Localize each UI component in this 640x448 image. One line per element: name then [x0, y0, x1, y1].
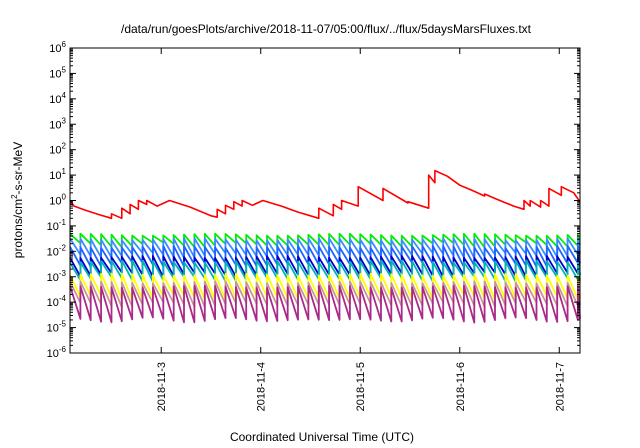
x-tick-label: 2018-11-3	[156, 362, 168, 411]
x-tick-label: 2018-11-5	[355, 362, 367, 411]
series-line	[69, 285, 581, 324]
y-tick-exponent: -5	[59, 320, 67, 329]
plot-area	[69, 47, 581, 354]
y-tick-exponent: 0	[62, 193, 67, 202]
y-tick-base: 10	[49, 170, 61, 182]
y-tick-label: 104	[49, 91, 66, 106]
y-tick-label: 103	[49, 116, 66, 131]
y-tick-label: 106	[49, 40, 66, 55]
x-axis-label: Coordinated Universal Time (UTC)	[230, 430, 414, 444]
x-tick-label: 2018-11-4	[256, 362, 268, 411]
y-tick-base: 10	[47, 272, 59, 284]
y-axis-label-prefix: protons/cm	[11, 199, 25, 258]
y-tick-exponent: -3	[59, 269, 67, 278]
y-tick-exponent: -4	[59, 294, 67, 303]
y-tick-base: 10	[47, 221, 59, 233]
y-tick-label: 105	[49, 65, 66, 80]
y-tick-base: 10	[47, 246, 59, 258]
y-tick-exponent: 1	[62, 167, 67, 176]
y-axis-label-sup: 2	[10, 194, 19, 199]
y-tick-base: 10	[47, 323, 59, 335]
y-tick-label: 10-4	[47, 294, 67, 309]
y-tick-exponent: -6	[59, 345, 67, 354]
series-line	[69, 244, 581, 269]
series-line	[69, 259, 581, 283]
x-axis: 2018-11-3 2018-11-4 2018-11-5 2018-11-6 2018…	[156, 48, 566, 411]
y-tick-exponent: -2	[59, 243, 67, 252]
y-tick-label: 101	[49, 167, 66, 182]
y-tick-label: 10-6	[47, 345, 67, 360]
y-tick-exponent: 5	[62, 65, 67, 74]
y-tick-exponent: 3	[62, 116, 67, 125]
y-tick-label: 10-2	[47, 243, 67, 258]
y-tick-base: 10	[49, 94, 61, 106]
y-tick-exponent: 6	[62, 40, 67, 49]
y-tick-exponent: 2	[62, 142, 67, 151]
y-tick-label: 100	[49, 193, 66, 208]
series-layer	[69, 169, 581, 324]
y-tick-label: 102	[49, 142, 66, 157]
y-tick-base: 10	[49, 119, 61, 131]
y-tick-exponent: -1	[59, 218, 67, 227]
y-axis-label-suffix: -s-sr-MeV	[11, 142, 25, 195]
y-tick-label: 10-5	[47, 320, 67, 335]
y-axis-label: protons/cm2-s-sr-MeV	[10, 142, 25, 258]
y-axis: 10-610-510-410-310-210-11001011021031041…	[47, 40, 580, 360]
y-tick-base: 10	[49, 43, 61, 55]
y-tick-base: 10	[47, 348, 59, 360]
y-tick-exponent: 4	[62, 91, 67, 100]
y-tick-base: 10	[47, 297, 59, 309]
y-tick-base: 10	[49, 68, 61, 80]
y-tick-base: 10	[49, 196, 61, 208]
y-tick-label: 10-3	[47, 269, 67, 284]
y-tick-base: 10	[49, 145, 61, 157]
y-tick-label: 10-1	[47, 218, 67, 233]
series-line	[69, 169, 581, 220]
x-tick-label: 2018-11-6	[455, 362, 467, 411]
chart-title: /data/run/goesPlots/archive/2018-11-07/0…	[121, 22, 532, 36]
x-tick-label: 2018-11-7	[554, 362, 566, 411]
